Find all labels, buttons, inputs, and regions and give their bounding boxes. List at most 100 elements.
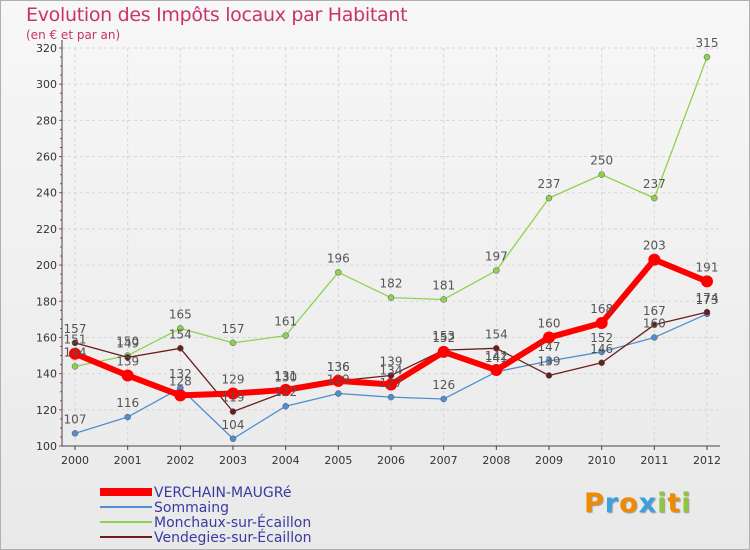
data-label: 136: [327, 360, 350, 374]
data-point: [545, 372, 553, 379]
chart-subtitle: (en € et par an): [26, 28, 121, 42]
data-point: [387, 372, 395, 379]
data-label: 167: [643, 304, 666, 318]
data-point: [703, 53, 711, 61]
data-label: 107: [64, 412, 87, 426]
data-label: 153: [432, 329, 455, 343]
logo-letter: i: [657, 488, 668, 519]
data-point: [229, 435, 237, 443]
data-point: [651, 334, 658, 341]
y-tick-label: 140: [36, 368, 57, 381]
x-tick-label: 2011: [640, 454, 668, 467]
data-label: 165: [169, 307, 192, 321]
logo-letter: x: [638, 488, 658, 519]
data-point: [651, 321, 658, 329]
data-label: 131: [274, 369, 297, 383]
x-tick-label: 2004: [272, 454, 300, 467]
data-label: 134: [380, 363, 403, 377]
data-label: 161: [274, 315, 297, 329]
proxiti-logo: Proxiti: [584, 488, 692, 519]
data-point: [71, 430, 79, 437]
data-point: [387, 393, 395, 401]
y-tick-label: 300: [36, 78, 57, 91]
data-point: [440, 296, 447, 303]
logo-letter: o: [619, 488, 639, 519]
data-label: 119: [222, 391, 245, 405]
legend-label: VERCHAIN-MAUGRé: [154, 485, 291, 501]
y-tick-label: 240: [36, 187, 57, 200]
data-point: [282, 402, 289, 410]
x-tick-label: 2009: [535, 454, 563, 467]
data-label: 104: [222, 418, 245, 432]
data-point: [598, 359, 605, 367]
data-point: [545, 194, 553, 202]
data-point: [385, 378, 397, 391]
data-label: 160: [538, 316, 561, 330]
data-point: [701, 275, 713, 288]
data-label: 182: [380, 277, 403, 291]
data-label: 142: [485, 349, 508, 363]
data-label: 139: [380, 354, 403, 368]
logo-letter: r: [604, 488, 620, 519]
data-point: [282, 332, 289, 339]
chart-title: Evolution des Impôts locaux par Habitant: [26, 4, 408, 26]
data-label: 144: [64, 345, 87, 359]
legend: VERCHAIN-MAUGRéSommaingMonchaux-sur-Écai…: [100, 485, 312, 546]
data-point: [279, 383, 292, 396]
legend-label: Monchaux-sur-Écaillon: [154, 514, 311, 531]
data-point: [493, 345, 500, 352]
data-point: [124, 354, 131, 361]
data-label: 197: [485, 250, 508, 264]
data-label: 157: [222, 322, 245, 336]
y-tick-label: 220: [36, 223, 57, 236]
data-label: 160: [643, 316, 666, 330]
y-tick-label: 100: [36, 440, 57, 453]
data-point: [121, 369, 134, 382]
data-point: [437, 345, 450, 358]
data-label: 149: [116, 336, 139, 350]
legend-label: Sommaing: [154, 500, 229, 516]
data-point: [543, 331, 555, 344]
data-label: 203: [643, 239, 666, 253]
legend-label: Vendegies-sur-Écaillon: [154, 529, 312, 546]
data-label: 122: [274, 385, 297, 399]
data-point: [651, 194, 658, 202]
y-tick-label: 280: [36, 114, 57, 127]
data-point: [335, 269, 342, 276]
data-label: 250: [590, 154, 613, 168]
y-tick-label: 160: [36, 331, 57, 344]
data-point: [648, 253, 661, 266]
data-point: [598, 348, 605, 356]
data-label: 128: [169, 374, 192, 388]
data-point: [595, 316, 608, 329]
data-label: 146: [590, 342, 613, 356]
data-point: [71, 363, 79, 370]
logo-letter: P: [584, 488, 605, 519]
data-label: 154: [169, 327, 192, 341]
x-tick-label: 2008: [482, 454, 510, 467]
data-label: 132: [169, 367, 192, 381]
data-point: [71, 339, 79, 347]
data-point: [335, 390, 342, 397]
data-label: 237: [643, 177, 666, 191]
x-tick-label: 2000: [61, 454, 89, 467]
data-point: [229, 339, 237, 347]
data-point: [332, 374, 345, 387]
data-label: 136: [327, 360, 350, 374]
y-tick-label: 260: [36, 151, 57, 164]
data-label: 157: [64, 322, 87, 336]
data-label: 139: [538, 354, 561, 368]
data-label: 147: [538, 340, 561, 354]
data-point: [490, 364, 503, 377]
x-tick-label: 2001: [114, 454, 142, 467]
y-tick-label: 200: [36, 259, 57, 272]
x-tick-label: 2003: [219, 454, 247, 467]
data-point: [598, 171, 605, 178]
series-layer: [69, 53, 713, 443]
data-point: [703, 308, 711, 316]
axes: 100 120 140 160 180 200 220 240 260 280 300 320 2000…: [36, 40, 721, 467]
data-label: 181: [432, 278, 455, 292]
data-point: [124, 413, 131, 421]
